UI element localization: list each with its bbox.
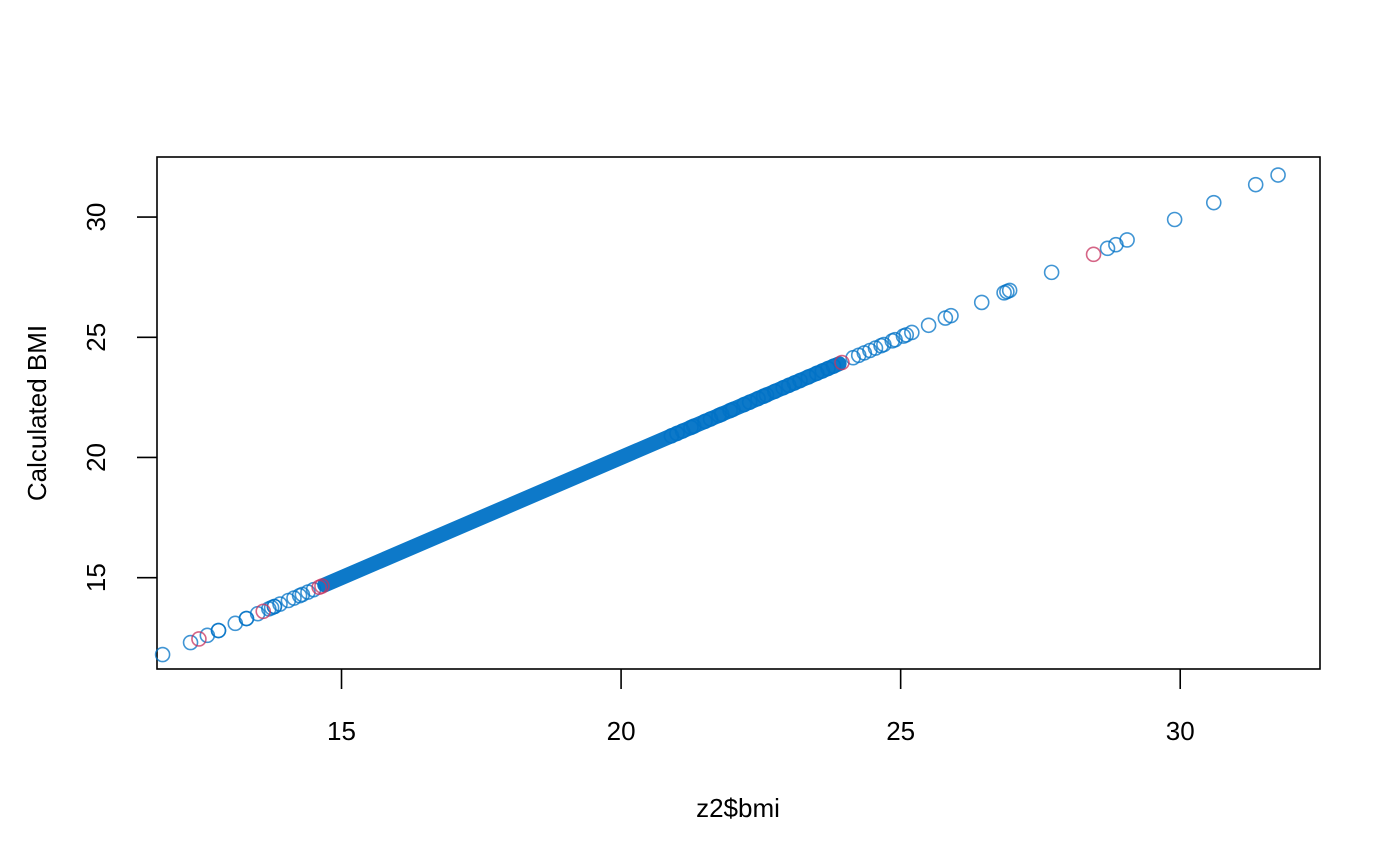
point-0-72 [1270, 167, 1286, 183]
point-0-45 [825, 358, 842, 374]
point-0-1 [182, 634, 199, 651]
x-tick-label-2: 25 [886, 716, 915, 746]
point-1-0 [191, 631, 207, 647]
point-0-65 [1043, 264, 1060, 281]
point-0-35 [758, 387, 775, 403]
point-0-68 [1119, 232, 1135, 248]
point-0-57 [904, 324, 920, 341]
dense-point-band [317, 356, 847, 593]
point-1-4 [834, 354, 850, 371]
y-axis-title: Calculated BMI [22, 325, 52, 501]
point-0-40 [792, 372, 808, 389]
point-0-0 [154, 646, 171, 663]
point-0-61 [973, 294, 990, 311]
data-points [154, 167, 1286, 663]
dense-points-line [317, 356, 847, 593]
point-0-64 [1001, 282, 1018, 299]
point-0-66 [1099, 240, 1116, 257]
point-0-60 [943, 307, 959, 324]
plot-frame [156, 156, 1321, 670]
y-tick-label-0: 15 [81, 563, 111, 592]
point-1-5 [1085, 246, 1102, 263]
y-tick-label-3: 30 [81, 203, 111, 232]
point-0-69 [1166, 211, 1183, 228]
point-1-3 [314, 578, 330, 594]
point-0-70 [1205, 194, 1222, 211]
x-tick-label-1: 20 [607, 716, 636, 746]
x-axis: 15 20 25 30 [327, 669, 1195, 746]
y-tick-label-2: 25 [81, 323, 111, 352]
point-0-58 [920, 317, 937, 334]
point-1-1 [255, 603, 272, 620]
x-tick-label-3: 30 [1166, 716, 1195, 746]
point-0-4 [210, 622, 227, 639]
point-0-32 [741, 394, 758, 410]
point-0-36 [767, 383, 783, 400]
point-0-71 [1247, 176, 1264, 193]
point-0-41 [800, 369, 817, 385]
point-0-13 [272, 596, 288, 612]
y-axis: 15 20 25 30 [81, 203, 157, 592]
y-tick-label-1: 20 [81, 443, 111, 472]
x-axis-title: z2$bmi [696, 793, 780, 823]
x-tick-label-0: 15 [327, 716, 356, 746]
